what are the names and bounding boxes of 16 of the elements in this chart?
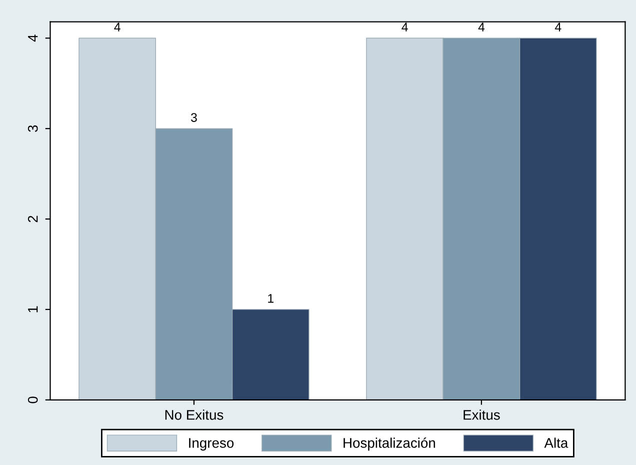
data-label: 4 — [554, 22, 562, 32]
legend-label: Ingreso — [189, 438, 234, 451]
y-tick-label: 0 — [28, 396, 38, 404]
data-label: 3 — [190, 113, 197, 122]
legend-label: Alta — [544, 438, 568, 448]
data-label: 4 — [402, 22, 408, 32]
y-tick-label: 1 — [28, 306, 38, 312]
x-tick-label: No Exitus — [165, 410, 224, 420]
data-label: 4 — [478, 22, 485, 32]
y-tick-label: 4 — [28, 34, 38, 42]
y-tick-label: 2 — [28, 216, 38, 222]
y-tick-label: 3 — [28, 125, 38, 132]
legend-label: Hospitalización — [344, 437, 435, 451]
data-label: 1 — [268, 294, 274, 303]
data-label: 4 — [114, 22, 120, 32]
x-tick-label: Exitus — [464, 410, 500, 420]
